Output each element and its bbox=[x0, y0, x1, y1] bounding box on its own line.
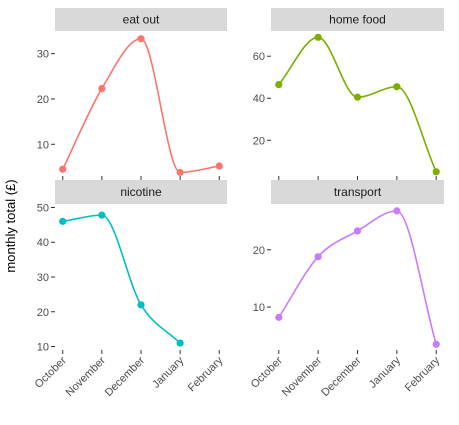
y-tick-label: 10 bbox=[253, 302, 265, 314]
y-tick-label: 20 bbox=[253, 245, 265, 257]
x-tick-label: October bbox=[33, 354, 69, 390]
facet-panel: nicotine 10 20 30 40 50 OctoberNovemberDecembe… bbox=[33, 180, 227, 399]
x-tick-label: December bbox=[319, 354, 364, 399]
y-tick-label: 20 bbox=[253, 135, 265, 147]
data-point bbox=[275, 80, 283, 89]
x-tick-label: October bbox=[249, 354, 285, 390]
y-tick-label: 30 bbox=[37, 272, 49, 284]
series-line bbox=[62, 37, 220, 174]
data-point bbox=[353, 227, 362, 235]
y-tick-label: 20 bbox=[37, 307, 49, 319]
facet-strip-label: transport bbox=[334, 185, 382, 199]
facet-strip-label: eat out bbox=[123, 13, 160, 27]
y-axis-title: monthly total (£) bbox=[3, 179, 18, 272]
y-tick-label: 30 bbox=[37, 49, 49, 61]
data-point bbox=[176, 168, 184, 176]
facet-panel: home food 20 40 60 bbox=[253, 8, 444, 180]
data-point bbox=[432, 340, 440, 348]
y-tick-label: 50 bbox=[37, 202, 49, 214]
facet-strip bbox=[55, 8, 227, 31]
data-point bbox=[393, 207, 401, 215]
facet-panel: eat out 10 20 30 bbox=[37, 8, 227, 180]
x-tick-label: November bbox=[64, 354, 109, 399]
data-point bbox=[275, 313, 283, 321]
data-point bbox=[137, 35, 145, 43]
data-point bbox=[176, 339, 184, 347]
data-point bbox=[59, 165, 67, 173]
data-point bbox=[215, 162, 223, 170]
data-point bbox=[353, 93, 362, 101]
data-point bbox=[98, 211, 106, 219]
y-tick-label: 40 bbox=[37, 237, 49, 249]
data-point bbox=[59, 217, 67, 225]
y-tick-label: 10 bbox=[37, 139, 49, 151]
series-line bbox=[278, 36, 437, 173]
y-tick-label: 40 bbox=[253, 93, 265, 105]
x-tick-label: February bbox=[186, 354, 226, 394]
x-tick-label: January bbox=[150, 354, 187, 391]
data-point bbox=[432, 168, 440, 176]
data-point bbox=[314, 253, 322, 261]
facet-strip-label: home food bbox=[329, 13, 386, 27]
data-point bbox=[98, 84, 106, 93]
facet-strip bbox=[55, 180, 227, 204]
y-tick-label: 60 bbox=[253, 51, 265, 63]
data-point bbox=[137, 301, 145, 309]
x-tick-label: December bbox=[103, 354, 148, 399]
facet-strip bbox=[271, 180, 444, 204]
x-tick-label: November bbox=[280, 354, 325, 399]
data-point bbox=[314, 33, 322, 41]
data-point bbox=[393, 83, 401, 91]
y-tick-label: 10 bbox=[37, 342, 49, 354]
x-tick-label: February bbox=[403, 354, 443, 394]
facet-strip bbox=[271, 8, 444, 31]
series-line bbox=[62, 214, 181, 344]
y-tick-label: 20 bbox=[37, 94, 49, 106]
series-line bbox=[278, 210, 437, 345]
x-tick-label: January bbox=[367, 354, 404, 391]
facet-strip-label: nicotine bbox=[120, 185, 162, 199]
